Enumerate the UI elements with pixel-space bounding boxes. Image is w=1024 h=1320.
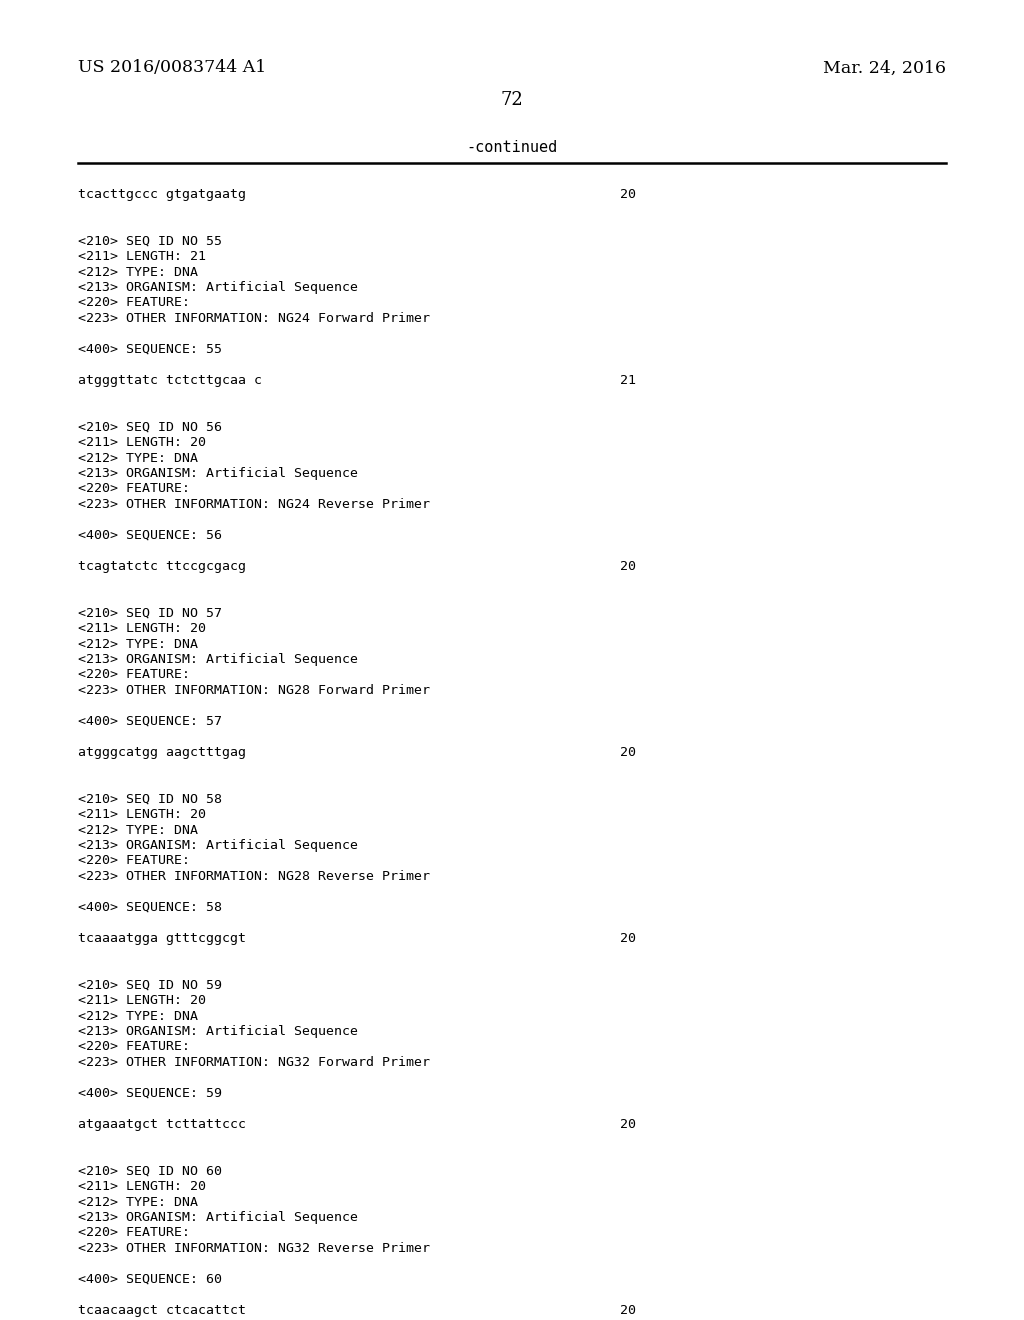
Text: tcacttgccc gtgatgaatg: tcacttgccc gtgatgaatg — [78, 187, 246, 201]
Text: <210> SEQ ID NO 56: <210> SEQ ID NO 56 — [78, 421, 222, 433]
Text: <211> LENGTH: 20: <211> LENGTH: 20 — [78, 1180, 206, 1193]
Text: <212> TYPE: DNA: <212> TYPE: DNA — [78, 1010, 198, 1023]
Text: <211> LENGTH: 20: <211> LENGTH: 20 — [78, 994, 206, 1007]
Text: <213> ORGANISM: Artificial Sequence: <213> ORGANISM: Artificial Sequence — [78, 840, 358, 851]
Text: <400> SEQUENCE: 57: <400> SEQUENCE: 57 — [78, 715, 222, 729]
Text: <220> FEATURE:: <220> FEATURE: — [78, 1040, 190, 1053]
Text: <211> LENGTH: 20: <211> LENGTH: 20 — [78, 808, 206, 821]
Text: <213> ORGANISM: Artificial Sequence: <213> ORGANISM: Artificial Sequence — [78, 653, 358, 667]
Text: <212> TYPE: DNA: <212> TYPE: DNA — [78, 1196, 198, 1209]
Text: <211> LENGTH: 20: <211> LENGTH: 20 — [78, 436, 206, 449]
Text: <213> ORGANISM: Artificial Sequence: <213> ORGANISM: Artificial Sequence — [78, 281, 358, 294]
Text: <223> OTHER INFORMATION: NG32 Reverse Primer: <223> OTHER INFORMATION: NG32 Reverse Pr… — [78, 1242, 430, 1255]
Text: 21: 21 — [620, 374, 636, 387]
Text: -continued: -continued — [466, 140, 558, 156]
Text: 20: 20 — [620, 932, 636, 945]
Text: <223> OTHER INFORMATION: NG32 Forward Primer: <223> OTHER INFORMATION: NG32 Forward Pr… — [78, 1056, 430, 1069]
Text: <400> SEQUENCE: 60: <400> SEQUENCE: 60 — [78, 1272, 222, 1286]
Text: 20: 20 — [620, 560, 636, 573]
Text: <212> TYPE: DNA: <212> TYPE: DNA — [78, 824, 198, 837]
Text: <223> OTHER INFORMATION: NG28 Reverse Primer: <223> OTHER INFORMATION: NG28 Reverse Pr… — [78, 870, 430, 883]
Text: <212> TYPE: DNA: <212> TYPE: DNA — [78, 451, 198, 465]
Text: <211> LENGTH: 20: <211> LENGTH: 20 — [78, 622, 206, 635]
Text: <211> LENGTH: 21: <211> LENGTH: 21 — [78, 249, 206, 263]
Text: atgggcatgg aagctttgag: atgggcatgg aagctttgag — [78, 746, 246, 759]
Text: 20: 20 — [620, 1118, 636, 1131]
Text: <223> OTHER INFORMATION: NG24 Forward Primer: <223> OTHER INFORMATION: NG24 Forward Pr… — [78, 312, 430, 325]
Text: <210> SEQ ID NO 58: <210> SEQ ID NO 58 — [78, 792, 222, 805]
Text: <210> SEQ ID NO 57: <210> SEQ ID NO 57 — [78, 606, 222, 619]
Text: <213> ORGANISM: Artificial Sequence: <213> ORGANISM: Artificial Sequence — [78, 1026, 358, 1038]
Text: US 2016/0083744 A1: US 2016/0083744 A1 — [78, 59, 266, 77]
Text: <223> OTHER INFORMATION: NG24 Reverse Primer: <223> OTHER INFORMATION: NG24 Reverse Pr… — [78, 498, 430, 511]
Text: atgaaatgct tcttattccc: atgaaatgct tcttattccc — [78, 1118, 246, 1131]
Text: <213> ORGANISM: Artificial Sequence: <213> ORGANISM: Artificial Sequence — [78, 1210, 358, 1224]
Text: <210> SEQ ID NO 60: <210> SEQ ID NO 60 — [78, 1164, 222, 1177]
Text: <400> SEQUENCE: 59: <400> SEQUENCE: 59 — [78, 1086, 222, 1100]
Text: <223> OTHER INFORMATION: NG28 Forward Primer: <223> OTHER INFORMATION: NG28 Forward Pr… — [78, 684, 430, 697]
Text: tcagtatctc ttccgcgacg: tcagtatctc ttccgcgacg — [78, 560, 246, 573]
Text: <213> ORGANISM: Artificial Sequence: <213> ORGANISM: Artificial Sequence — [78, 467, 358, 480]
Text: 20: 20 — [620, 187, 636, 201]
Text: <400> SEQUENCE: 55: <400> SEQUENCE: 55 — [78, 343, 222, 356]
Text: <400> SEQUENCE: 56: <400> SEQUENCE: 56 — [78, 529, 222, 543]
Text: <212> TYPE: DNA: <212> TYPE: DNA — [78, 638, 198, 651]
Text: <210> SEQ ID NO 55: <210> SEQ ID NO 55 — [78, 235, 222, 248]
Text: Mar. 24, 2016: Mar. 24, 2016 — [823, 59, 946, 77]
Text: <220> FEATURE:: <220> FEATURE: — [78, 854, 190, 867]
Text: 72: 72 — [501, 91, 523, 110]
Text: tcaaaatgga gtttcggcgt: tcaaaatgga gtttcggcgt — [78, 932, 246, 945]
Text: <212> TYPE: DNA: <212> TYPE: DNA — [78, 265, 198, 279]
Text: tcaacaagct ctcacattct: tcaacaagct ctcacattct — [78, 1304, 246, 1317]
Text: atgggttatc tctcttgcaa c: atgggttatc tctcttgcaa c — [78, 374, 262, 387]
Text: <220> FEATURE:: <220> FEATURE: — [78, 1226, 190, 1239]
Text: 20: 20 — [620, 746, 636, 759]
Text: <220> FEATURE:: <220> FEATURE: — [78, 297, 190, 309]
Text: <220> FEATURE:: <220> FEATURE: — [78, 668, 190, 681]
Text: <210> SEQ ID NO 59: <210> SEQ ID NO 59 — [78, 978, 222, 991]
Text: <220> FEATURE:: <220> FEATURE: — [78, 483, 190, 495]
Text: <400> SEQUENCE: 58: <400> SEQUENCE: 58 — [78, 902, 222, 913]
Text: 20: 20 — [620, 1304, 636, 1317]
